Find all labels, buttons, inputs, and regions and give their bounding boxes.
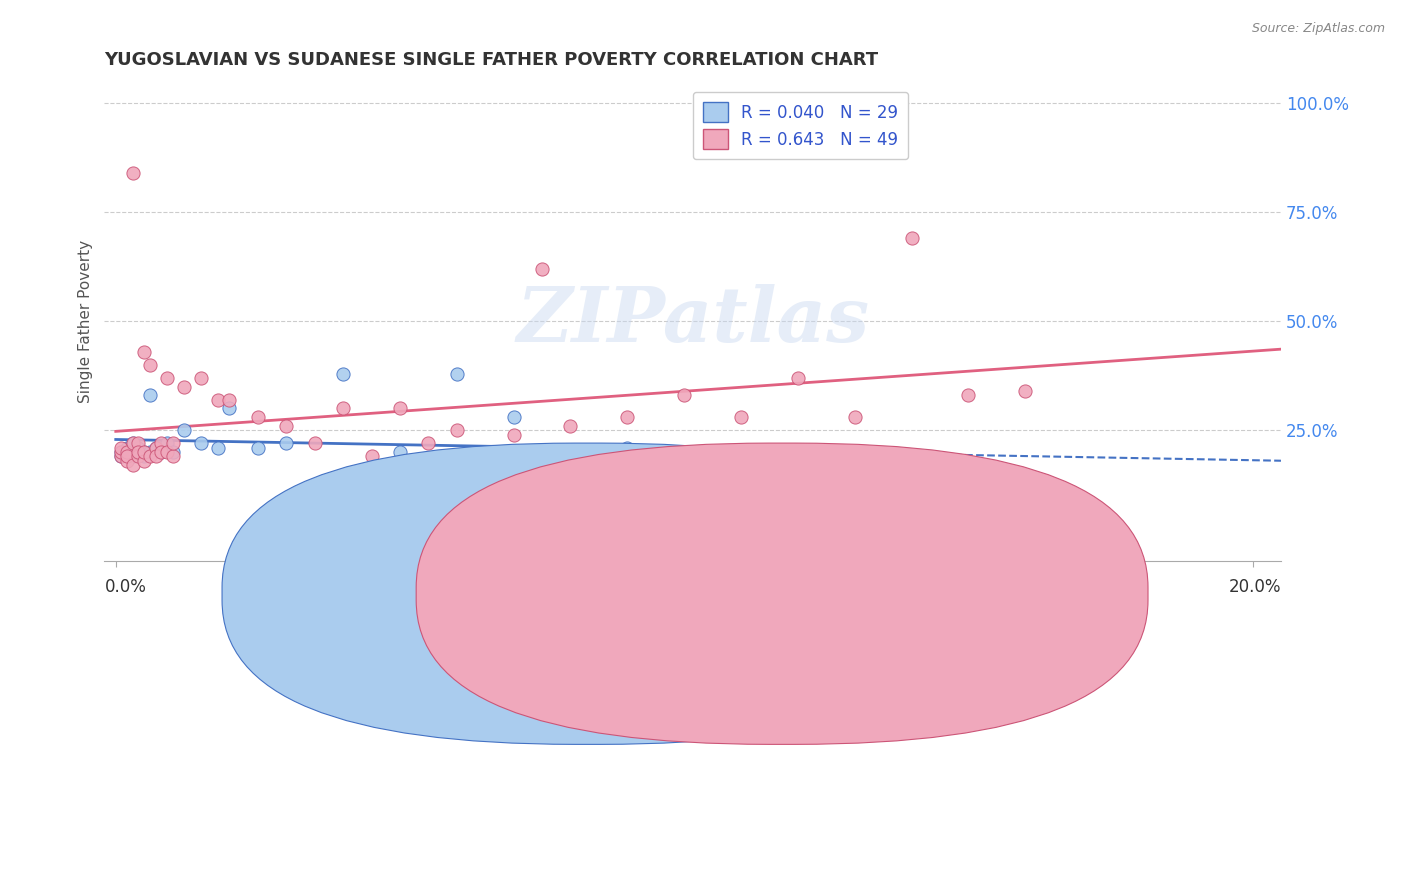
Point	[673, 388, 696, 402]
Point	[127, 441, 149, 455]
Point	[162, 445, 184, 459]
Point	[844, 484, 866, 499]
Point	[121, 436, 143, 450]
Point	[502, 427, 524, 442]
Point	[139, 445, 162, 459]
Point	[134, 445, 156, 459]
Point	[173, 379, 195, 393]
Point	[207, 441, 229, 455]
Point	[844, 410, 866, 425]
Point	[121, 436, 143, 450]
Point	[730, 480, 752, 494]
Y-axis label: Single Father Poverty: Single Father Poverty	[79, 240, 93, 403]
Point	[418, 436, 440, 450]
Point	[110, 445, 132, 459]
FancyBboxPatch shape	[416, 443, 1149, 745]
Point	[190, 371, 212, 385]
Point	[156, 445, 179, 459]
Text: 0.0%: 0.0%	[104, 578, 146, 596]
Point	[110, 441, 132, 455]
Point	[173, 423, 195, 437]
Point	[134, 445, 156, 459]
Point	[502, 410, 524, 425]
Point	[115, 441, 138, 455]
Point	[134, 450, 156, 464]
Point	[446, 423, 468, 437]
Point	[150, 436, 173, 450]
Point	[531, 261, 554, 276]
Point	[190, 436, 212, 450]
Point	[560, 418, 582, 433]
Point	[276, 436, 298, 450]
Point	[156, 436, 179, 450]
Point	[139, 450, 162, 464]
Text: Sudanese: Sudanese	[801, 583, 883, 601]
Point	[145, 450, 167, 464]
Text: YUGOSLAVIAN VS SUDANESE SINGLE FATHER POVERTY CORRELATION CHART: YUGOSLAVIAN VS SUDANESE SINGLE FATHER PO…	[104, 51, 879, 69]
Point	[246, 410, 269, 425]
Point	[730, 410, 752, 425]
Point	[162, 450, 184, 464]
Point	[616, 441, 638, 455]
Point	[156, 371, 179, 385]
Point	[127, 445, 149, 459]
Point	[246, 441, 269, 455]
Text: 20.0%: 20.0%	[1229, 578, 1281, 596]
Point	[145, 441, 167, 455]
Text: Yugoslavians: Yugoslavians	[607, 583, 713, 601]
Point	[388, 401, 411, 416]
Point	[150, 445, 173, 459]
Point	[332, 367, 354, 381]
Point	[139, 358, 162, 372]
Point	[446, 367, 468, 381]
Legend: R = 0.040   N = 29, R = 0.643   N = 49: R = 0.040 N = 29, R = 0.643 N = 49	[693, 92, 908, 160]
Point	[115, 445, 138, 459]
Point	[474, 450, 496, 464]
Point	[150, 445, 173, 459]
Point	[110, 450, 132, 464]
FancyBboxPatch shape	[222, 443, 953, 745]
Point	[304, 436, 326, 450]
Point	[218, 401, 240, 416]
Point	[900, 231, 922, 245]
Point	[957, 388, 980, 402]
Point	[162, 436, 184, 450]
Point	[786, 371, 808, 385]
Text: ZIPatlas: ZIPatlas	[516, 285, 869, 359]
Point	[332, 401, 354, 416]
Point	[115, 454, 138, 468]
Point	[616, 410, 638, 425]
Point	[121, 458, 143, 472]
Point	[115, 445, 138, 459]
Text: Source: ZipAtlas.com: Source: ZipAtlas.com	[1251, 22, 1385, 36]
Point	[388, 445, 411, 459]
Point	[134, 344, 156, 359]
Point	[110, 445, 132, 459]
Point	[121, 450, 143, 464]
Point	[145, 441, 167, 455]
Point	[360, 450, 382, 464]
Point	[121, 166, 143, 180]
Point	[139, 388, 162, 402]
Point	[115, 450, 138, 464]
Point	[110, 450, 132, 464]
Point	[218, 392, 240, 407]
Point	[127, 436, 149, 450]
Point	[127, 450, 149, 464]
Point	[127, 445, 149, 459]
Point	[207, 392, 229, 407]
Point	[1014, 384, 1036, 398]
Point	[134, 454, 156, 468]
Point	[276, 418, 298, 433]
